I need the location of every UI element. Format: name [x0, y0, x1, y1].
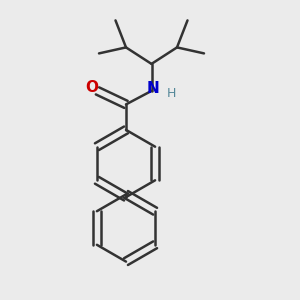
Text: H: H	[167, 87, 177, 101]
Text: O: O	[85, 80, 99, 95]
Text: N: N	[147, 81, 159, 96]
